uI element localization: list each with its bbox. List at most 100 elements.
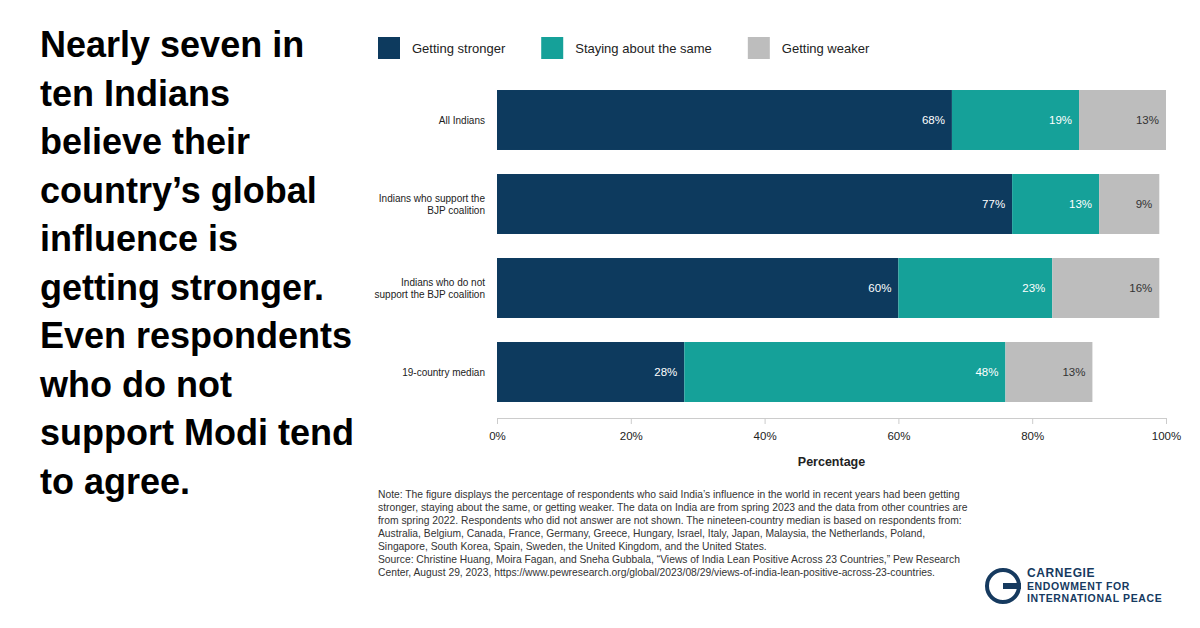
- logo-icon-bar: [1003, 583, 1021, 589]
- title: Nearly seven in ten Indians believe their c…: [39, 24, 354, 502]
- y-axis: All Indians Indians who support theBJP co…: [375, 115, 486, 378]
- data-label: 13%: [1069, 198, 1092, 210]
- x-tick: 0%: [489, 418, 506, 442]
- y-tick-label-line: BJP coalition: [427, 205, 485, 216]
- x-tick-mark: [497, 418, 498, 424]
- title-line: getting stronger.: [40, 267, 324, 308]
- data-labels: 68% 77% 60% 28% 19% 13% 23% 48% 13% 9% 16% 13%: [654, 114, 1159, 378]
- y-tick-label-line: All Indians: [439, 115, 485, 126]
- x-tick-label: 100%: [1152, 430, 1181, 442]
- note-line: Australia, Belgium, Canada, France, Germ…: [378, 528, 925, 539]
- y-tick-label: 19-country median: [402, 367, 485, 378]
- y-tick: 19-country median: [402, 367, 485, 378]
- bar-segment: [497, 174, 1012, 234]
- title-line: ten Indians: [40, 73, 230, 114]
- x-tick: 80%: [1021, 418, 1044, 442]
- source-line: Center, August 29, 2023, https://www.pew…: [378, 567, 935, 578]
- logo-text: INTERNATIONAL PEACE: [1027, 592, 1162, 604]
- data-label: 19%: [1049, 114, 1072, 126]
- y-tick-label-line: 19-country median: [402, 367, 485, 378]
- bar-segment: [1005, 342, 1092, 402]
- data-label: 13%: [1136, 114, 1159, 126]
- data-label: 77%: [982, 198, 1005, 210]
- legend-swatch: [541, 37, 563, 59]
- data-label: 13%: [1062, 366, 1085, 378]
- bar-segment: [1079, 90, 1166, 150]
- x-tick: 60%: [887, 418, 910, 442]
- legend-item: Getting weaker: [748, 37, 870, 59]
- title-line: Even respondents: [40, 315, 352, 356]
- legend-label: Getting stronger: [412, 41, 506, 56]
- bars: [497, 90, 1166, 402]
- bar-segment: [497, 90, 952, 150]
- title-line: influence is: [40, 218, 238, 259]
- title-line: believe their: [40, 121, 250, 162]
- data-label: 28%: [654, 366, 677, 378]
- note-line: stronger, staying about the same, or get…: [378, 502, 968, 513]
- bar-segment: [497, 258, 898, 318]
- x-tick-mark: [631, 418, 632, 424]
- legend-swatch: [748, 37, 770, 59]
- data-label: 23%: [1022, 282, 1045, 294]
- data-label: 9%: [1136, 198, 1153, 210]
- legend-label: Staying about the same: [575, 41, 712, 56]
- bar-segment: [1012, 174, 1099, 234]
- x-tick: 40%: [754, 418, 777, 442]
- series: [1005, 90, 1166, 402]
- data-label: 60%: [868, 282, 891, 294]
- y-tick-label: Indians who support theBJP coalition: [379, 193, 486, 216]
- note: Note: The figure displays the percentage…: [378, 489, 968, 552]
- title-line: support Modi tend: [40, 412, 354, 453]
- y-tick: All Indians: [439, 115, 485, 126]
- chart: Nearly seven in ten Indians believe their c…: [0, 0, 1200, 628]
- legend-item: Staying about the same: [541, 37, 712, 59]
- logo-text: CARNEGIE: [1027, 566, 1095, 580]
- bar-segment: [898, 258, 1052, 318]
- bar-segment: [952, 90, 1079, 150]
- x-tick-label: 60%: [887, 430, 910, 442]
- x-tick: 100%: [1152, 418, 1181, 442]
- legend-swatch: [378, 37, 400, 59]
- note-line: Note: The figure displays the percentage…: [378, 489, 960, 500]
- x-tick-mark: [765, 418, 766, 424]
- legend-item: Getting stronger: [378, 37, 506, 59]
- x-tick-label: 0%: [489, 430, 506, 442]
- source-line: Source: Christine Huang, Moira Fagan, an…: [378, 554, 960, 565]
- title-line: to agree.: [40, 461, 190, 502]
- x-axis: 0% 20% 40% 60% 80% 100%: [489, 418, 1181, 442]
- title-line: Nearly seven in: [40, 24, 304, 65]
- y-tick: Indians who do notsupport the BJP coalit…: [375, 277, 486, 300]
- logo: CARNEGIEENDOWMENT FORINTERNATIONAL PEACE: [987, 566, 1162, 604]
- x-tick-label: 80%: [1021, 430, 1044, 442]
- y-tick: Indians who support theBJP coalition: [379, 193, 486, 216]
- y-tick-label-line: Indians who do not: [401, 277, 485, 288]
- bar-segment: [684, 342, 1005, 402]
- y-tick-label-line: support the BJP coalition: [375, 289, 485, 300]
- x-axis-line: [498, 419, 1167, 425]
- y-tick-label: All Indians: [439, 115, 485, 126]
- title-line: country’s global: [40, 170, 317, 211]
- legend: Getting stronger Staying about the same Ge…: [378, 37, 870, 59]
- x-tick-mark: [898, 418, 899, 424]
- data-label: 48%: [975, 366, 998, 378]
- x-tick: 20%: [620, 418, 643, 442]
- source: Source: Christine Huang, Moira Fagan, an…: [378, 554, 960, 578]
- bar-segment: [497, 342, 684, 402]
- data-label: 16%: [1129, 282, 1152, 294]
- x-tick-mark: [1166, 418, 1167, 424]
- bar-segment: [1099, 174, 1159, 234]
- note-line: Singapore, South Korea, Spain, Sweden, t…: [378, 541, 767, 552]
- series: [684, 90, 1099, 402]
- data-label: 68%: [922, 114, 945, 126]
- title-line: who do not: [39, 364, 232, 405]
- bar-segment: [1052, 258, 1159, 318]
- logo-text: ENDOWMENT FOR: [1027, 580, 1130, 592]
- series: [497, 90, 1012, 402]
- x-tick-label: 40%: [754, 430, 777, 442]
- y-tick-label: Indians who do notsupport the BJP coalit…: [375, 277, 486, 300]
- y-tick-label-line: Indians who support the: [379, 193, 486, 204]
- legend-label: Getting weaker: [782, 41, 870, 56]
- x-axis-title: Percentage: [798, 455, 865, 469]
- x-tick-label: 20%: [620, 430, 643, 442]
- note-line: from spring 2022. Respondents who did no…: [378, 515, 962, 526]
